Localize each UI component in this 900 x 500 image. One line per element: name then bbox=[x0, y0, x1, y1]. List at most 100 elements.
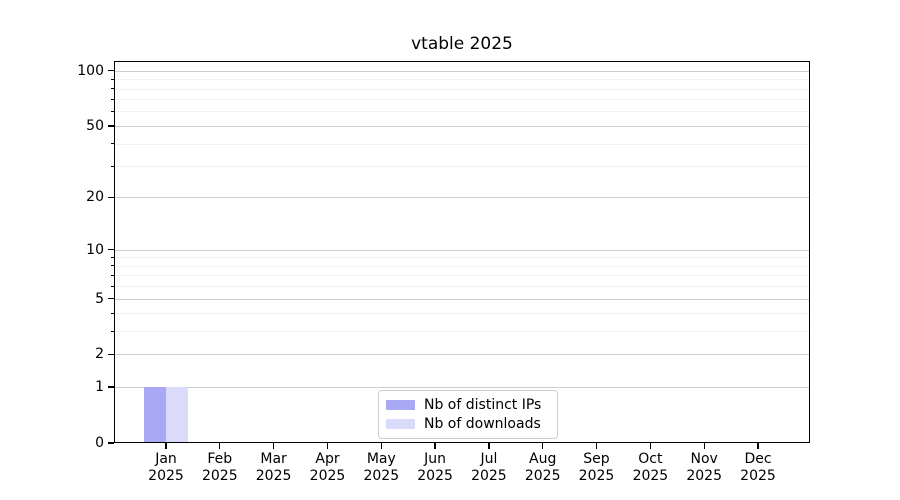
x-axis-tick bbox=[272, 443, 275, 449]
y-axis-tick bbox=[108, 125, 114, 127]
x-axis-tick-label-line: Feb bbox=[207, 451, 233, 467]
y-axis-tick bbox=[108, 70, 114, 72]
x-axis-tick bbox=[165, 443, 167, 449]
x-axis-tick-label: May 2025 bbox=[349, 451, 413, 484]
bar-jan-series1 bbox=[166, 387, 188, 443]
y-axis-minor-tick bbox=[110, 312, 114, 314]
y-axis-tick-label: 20 bbox=[86, 189, 104, 206]
gridline-major bbox=[114, 387, 810, 389]
gridline-major bbox=[114, 70, 810, 72]
x-axis-tick-label: Dec 2025 bbox=[726, 451, 790, 484]
x-axis-tick-label: Apr 2025 bbox=[296, 451, 360, 484]
legend-label-distinct-ips: Nb of distinct IPs bbox=[424, 396, 542, 413]
x-axis-tick-label-line: 2025 bbox=[309, 467, 346, 484]
x-axis-tick-label-line: 2025 bbox=[740, 467, 776, 484]
x-axis-tick-label-line: 2025 bbox=[471, 467, 507, 484]
gridline-minor bbox=[114, 88, 810, 90]
x-axis-tick-label-line: Oct bbox=[638, 451, 663, 467]
y-axis-tick bbox=[108, 248, 114, 251]
y-axis-minor-tick bbox=[110, 78, 114, 80]
x-axis-tick-label-line: 2025 bbox=[524, 467, 561, 484]
x-axis-tick-label: Jan 2025 bbox=[134, 451, 198, 484]
gridline-major bbox=[114, 298, 810, 300]
x-axis-tick-label-line: 2025 bbox=[686, 467, 722, 484]
x-axis-tick bbox=[380, 443, 382, 449]
plot-area-border bbox=[114, 61, 810, 443]
y-axis-minor-tick bbox=[110, 265, 114, 267]
x-axis-tick-label-line: 2025 bbox=[363, 467, 400, 484]
x-axis-tick-label-line: 2025 bbox=[632, 467, 669, 484]
gridline-major bbox=[114, 354, 810, 356]
legend-swatch-distinct-ips bbox=[386, 399, 415, 410]
gridline-minor bbox=[114, 265, 810, 267]
y-axis-minor-tick bbox=[110, 110, 114, 112]
x-axis-tick bbox=[434, 443, 436, 449]
x-axis-tick-label: Sep 2025 bbox=[565, 451, 629, 484]
y-axis-tick bbox=[108, 196, 114, 199]
x-axis-tick bbox=[219, 443, 221, 449]
y-axis-minor-tick bbox=[110, 285, 114, 287]
y-axis-tick bbox=[108, 297, 114, 300]
y-axis-minor-tick bbox=[110, 274, 114, 276]
x-axis-tick-label-line: Dec bbox=[744, 451, 772, 467]
legend-item-distinct-ips: Nb of distinct IPs bbox=[386, 396, 548, 413]
x-axis-tick bbox=[488, 443, 490, 449]
gridline-minor bbox=[114, 257, 810, 259]
y-axis-tick bbox=[108, 442, 114, 444]
gridline-minor bbox=[114, 111, 810, 113]
x-axis-tick-label-line: Jun bbox=[424, 451, 447, 467]
bar-jan-series0 bbox=[144, 387, 166, 443]
gridline-minor bbox=[114, 286, 810, 288]
x-axis-tick-label: Jun 2025 bbox=[403, 451, 467, 484]
x-axis-tick-label-line: Sep bbox=[583, 451, 610, 467]
y-axis-tick bbox=[108, 353, 114, 356]
x-axis-tick-label-line: 2025 bbox=[417, 467, 453, 484]
x-axis-tick-label-line: 2025 bbox=[148, 467, 184, 484]
x-axis-tick-label: Jul 2025 bbox=[457, 451, 521, 484]
x-axis-tick-label-line: Jul bbox=[480, 451, 498, 467]
x-axis-tick-label-line: Jan bbox=[155, 451, 177, 467]
x-axis-tick-label-line: 2025 bbox=[201, 467, 238, 484]
y-axis-minor-tick bbox=[110, 330, 114, 332]
y-axis-minor-tick bbox=[110, 98, 114, 100]
y-axis-tick bbox=[108, 386, 114, 388]
x-axis-tick-label-line: Aug bbox=[529, 451, 557, 467]
legend-swatch-downloads bbox=[386, 418, 415, 429]
y-axis-tick-label: 10 bbox=[86, 241, 104, 258]
x-axis-tick-label: Feb 2025 bbox=[188, 451, 252, 484]
gridline-minor bbox=[114, 143, 810, 145]
y-axis-minor-tick bbox=[110, 88, 114, 90]
x-axis-tick-label: Mar 2025 bbox=[242, 451, 306, 484]
x-axis-tick-label-line: May bbox=[366, 451, 396, 467]
x-axis-tick-label: Nov 2025 bbox=[672, 451, 736, 484]
x-axis-tick bbox=[649, 443, 652, 449]
x-axis-tick-label-line: 2025 bbox=[578, 467, 615, 484]
y-axis-minor-tick bbox=[110, 256, 114, 258]
x-axis-tick bbox=[326, 443, 329, 449]
gridline-major bbox=[114, 125, 810, 127]
gridline-minor bbox=[114, 166, 810, 167]
y-axis-tick-label: 5 bbox=[95, 290, 104, 307]
gridline-minor bbox=[114, 313, 810, 315]
legend-item-downloads: Nb of downloads bbox=[386, 415, 548, 432]
gridline-minor bbox=[114, 275, 810, 277]
y-axis-tick-label: 1 bbox=[95, 379, 104, 396]
x-axis-tick-label-line: Nov bbox=[690, 451, 718, 467]
x-axis-tick bbox=[542, 443, 544, 449]
x-axis-tick bbox=[757, 443, 759, 449]
legend: Nb of distinct IPs Nb of downloads bbox=[378, 390, 558, 439]
legend-label-downloads: Nb of downloads bbox=[424, 415, 541, 432]
gridline-major bbox=[114, 249, 810, 251]
x-axis-tick-label: Oct 2025 bbox=[618, 451, 682, 484]
y-axis-minor-tick bbox=[110, 165, 114, 167]
x-axis-tick-label: Aug 2025 bbox=[511, 451, 575, 484]
y-axis-minor-tick bbox=[110, 143, 114, 144]
x-axis-tick-label-line: Mar bbox=[260, 451, 287, 467]
gridline-minor bbox=[114, 79, 810, 81]
y-axis-tick-label: 50 bbox=[86, 117, 104, 134]
x-axis-tick-label-line: 2025 bbox=[255, 467, 292, 484]
gridline-minor bbox=[114, 99, 810, 101]
y-axis-tick-label: 0 bbox=[95, 435, 104, 451]
chart-title: vtable 2025 bbox=[411, 34, 513, 54]
